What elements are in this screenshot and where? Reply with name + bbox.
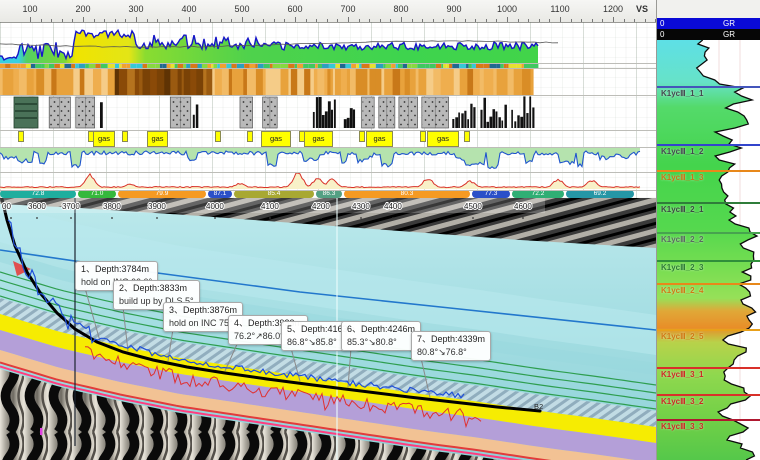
depth-annotation[interactable]: 6、Depth:4246m85.3°↘80.8° <box>341 321 421 351</box>
gas-tick <box>88 131 94 142</box>
total-gas-track <box>0 172 656 190</box>
geosteering-window: 100 200 300 400 500 600 700 800 900 1000 1100 1200 V… <box>0 0 760 460</box>
formation-top-line <box>657 170 760 172</box>
gr-curve-track <box>0 22 656 63</box>
md-ruler-label: 3700 <box>62 202 80 211</box>
formation-top-line <box>657 260 760 262</box>
zone-value: 80.3 <box>344 190 470 198</box>
main-section: 100 200 300 400 500 600 700 800 900 1000 1100 1200 V… <box>0 0 656 460</box>
type-log-panel: 0 GR 0 GR K1ycⅢ_1_1 K1ycⅢ_1_2 K1ycⅢ_1_3 K1y… <box>656 0 760 460</box>
type-log-panel-top <box>657 0 760 18</box>
gas-marker[interactable]: gas <box>261 131 291 147</box>
gr-scale-min: 0 <box>660 29 664 40</box>
vs-ruler: 100 200 300 400 500 600 700 800 900 1000 1100 1200 V… <box>0 0 656 23</box>
zone-value-bar: 72.871.079.987.185.486.380.377.372.269.2 <box>0 190 656 198</box>
vs-ruler-label: 1100 <box>550 4 569 14</box>
vs-ruler-label: 600 <box>287 4 302 14</box>
zone-value: 77.3 <box>472 190 510 198</box>
zone-value: 85.4 <box>234 190 314 198</box>
formation-top-line <box>657 419 760 421</box>
formation-label[interactable]: K1ycⅢ_3_1 <box>661 370 703 379</box>
gr-header-black[interactable]: 0 GR <box>657 29 760 40</box>
gas-tick <box>215 131 221 142</box>
md-ruler-label: 3900 <box>148 202 166 211</box>
gas-marker[interactable]: gas <box>427 131 459 147</box>
formation-top-line <box>657 329 760 331</box>
vs-ruler-label: 700 <box>340 4 355 14</box>
gas-tick <box>18 131 24 142</box>
gas-tick <box>359 131 365 142</box>
zone-value: 86.3 <box>316 190 342 198</box>
vs-ruler-label: 800 <box>393 4 408 14</box>
md-ruler-label: 4000 <box>206 202 224 211</box>
md-ruler-label: 4100 <box>261 202 279 211</box>
vs-ruler-label: 100 <box>22 4 37 14</box>
md-ruler-label: 4500 <box>464 202 482 211</box>
zone-value: 69.2 <box>566 190 634 198</box>
zone-value: 71.0 <box>78 190 116 198</box>
formation-label[interactable]: K1ycⅢ_2_1 <box>661 205 703 214</box>
formation-label[interactable]: K1ycⅢ_1_3 <box>661 173 703 182</box>
gas-tick <box>420 131 426 142</box>
zone-value: 87.1 <box>208 190 232 198</box>
gas-marker[interactable]: gas <box>366 131 393 147</box>
lithology-track <box>0 95 656 130</box>
image-log-track <box>0 68 656 95</box>
formation-top-line <box>657 202 760 204</box>
gas-tick <box>122 131 128 142</box>
vs-ruler-label: 200 <box>75 4 90 14</box>
md-ruler-label: 4600 <box>514 202 532 211</box>
vs-ruler-label: 300 <box>128 4 143 14</box>
gr-header-blue[interactable]: 0 GR <box>657 18 760 29</box>
gas-marker[interactable]: gas <box>304 131 333 147</box>
target-label-b2: B2 <box>534 402 543 411</box>
formation-label[interactable]: K1ycⅢ_3_3 <box>661 422 703 431</box>
md-ruler-label: 4300 <box>352 202 370 211</box>
md-ruler-label: 4400 <box>384 202 402 211</box>
md-ruler-label: 3800 <box>103 202 121 211</box>
formation-label[interactable]: K1ycⅢ_2_3 <box>661 263 703 272</box>
gas-show-track: gasgasgasgasgasgas <box>0 130 656 147</box>
formation-top-line <box>657 283 760 285</box>
md-ruler-label: 3600 <box>28 202 46 211</box>
gr-scale-min: 0 <box>660 18 664 29</box>
zone-value: 72.8 <box>0 190 76 198</box>
formation-label[interactable]: K1ycⅢ_1_1 <box>661 89 703 98</box>
zone-value: 79.9 <box>118 190 206 198</box>
gas-marker[interactable]: gas <box>93 131 115 147</box>
md-ruler-label: 00 <box>2 202 11 211</box>
zone-value: 72.2 <box>512 190 564 198</box>
vs-ruler-label: 900 <box>446 4 461 14</box>
gr-header-label: GR <box>723 18 735 29</box>
formation-label[interactable]: K1ycⅢ_2_2 <box>661 235 703 244</box>
gr-header-label: GR <box>723 29 735 40</box>
formation-label[interactable]: K1ycⅢ_3_2 <box>661 397 703 406</box>
formation-top-line <box>657 232 760 234</box>
vs-ruler-label: 400 <box>181 4 196 14</box>
vs-unit-label: VS <box>636 4 648 14</box>
formation-label[interactable]: K1ycⅢ_2_5 <box>661 332 703 341</box>
formation-top-line <box>657 144 760 146</box>
gas-tick <box>299 131 305 142</box>
md-ruler-label: 4200 <box>312 202 330 211</box>
vs-ruler-label: 500 <box>234 4 249 14</box>
gas-tick <box>464 131 470 142</box>
gas-marker[interactable]: gas <box>147 131 168 147</box>
formation-top-line <box>657 86 760 88</box>
depth-annotation[interactable]: 7、Depth:4339m80.8°↘76.8° <box>411 331 491 361</box>
formation-top-line <box>657 394 760 396</box>
formation-label[interactable]: K1ycⅢ_1_2 <box>661 147 703 156</box>
vs-ruler-label: 1200 <box>603 4 623 14</box>
vs-ruler-label: 1000 <box>497 4 517 14</box>
resistivity-track <box>0 147 656 172</box>
formation-label[interactable]: K1ycⅢ_2_4 <box>661 286 703 295</box>
gas-tick <box>247 131 253 142</box>
formation-top-line <box>657 367 760 369</box>
